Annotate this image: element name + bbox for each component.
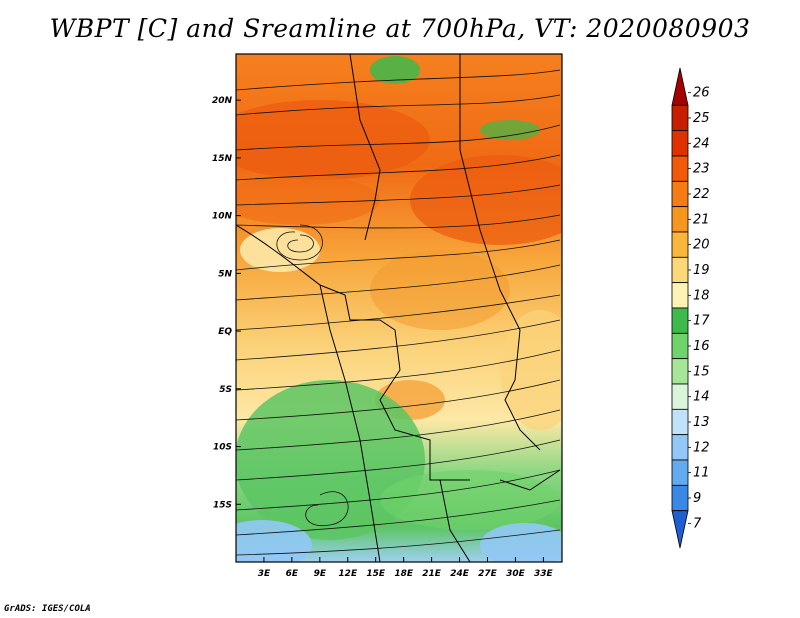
streamline [236,239,561,271]
lon-tick-label: 15E [366,569,386,579]
credit-label: GrADS: IGES/COLA [4,604,91,614]
colorbar: 26 25 24 23 22 21 20 19 18 17 16 15 14 13 12 11 9 7 [671,67,710,549]
latitude-axis: 20N 15N 10N 5N EQ 5S 10S 15S [212,96,241,510]
lon-tick-label: 12E [338,569,358,579]
colorbar-swatch [671,332,689,360]
streamline [236,379,561,421]
colorbar-cap-bottom [671,510,689,549]
colorbar-label: 20 [693,238,710,253]
lat-tick-label: 15S [213,500,232,510]
colorbar-swatch [671,256,689,284]
lon-tick-label: 33E [534,569,554,579]
streamline [236,184,561,206]
colorbar-label: 9 [693,491,701,506]
colorbar-label: 18 [693,288,710,303]
colorbar-label: 14 [693,390,710,405]
colorbar-label: 17 [693,314,710,329]
streamline [236,409,561,451]
colorbar-swatch [671,358,689,385]
lat-tick-label: 15N [212,154,233,164]
border [459,54,521,331]
lon-tick-label: 6E [286,569,299,579]
lat-tick-label: 20N [212,96,233,106]
lon-tick-label: 24E [450,569,470,579]
chart-title: WBPT [C] and Sreamline at 700hPa, VT: 20… [49,14,751,43]
border [504,329,541,451]
colorbar-swatch [671,434,689,461]
colorbar-label: 26 [693,86,710,101]
colorbar-swatch [671,307,689,334]
streamline [236,294,561,331]
colorbar-swatch [671,282,689,309]
lat-tick-label: 5N [218,269,232,279]
lon-tick-label: 30E [506,569,526,579]
colorbar-label: 24 [693,136,710,151]
colorbar-label: 11 [693,466,710,481]
streamline [236,154,561,181]
colorbar-swatch [671,104,689,132]
colorbar-swatch [671,231,689,258]
colorbar-label: 23 [693,162,710,177]
colorbar-label: 15 [693,364,710,379]
streamline [236,349,561,391]
border [349,54,381,241]
streamline [236,529,561,556]
colorbar-swatch [671,206,689,233]
colorbar-label: 13 [693,415,710,430]
colorbar-swatch [671,130,689,157]
streamline [236,469,561,511]
country-borders [236,54,561,562]
streamline [236,264,561,301]
lat-tick-label: 10N [212,212,233,222]
streamline [236,319,561,361]
streamline [305,491,349,527]
colorbar-swatch [671,459,689,486]
colorbar-label: 22 [693,187,710,202]
streamline [236,94,561,116]
colorbar-cap-top [671,67,689,106]
colorbar-swatch [671,408,689,436]
colorbar-label: 16 [693,339,710,354]
streamline [236,69,561,91]
colorbar-label: 21 [693,212,710,227]
lon-tick-label: 18E [394,569,414,579]
streamline [287,234,314,253]
lon-tick-label: 21E [422,569,442,579]
border [439,479,471,562]
border [379,369,470,481]
streamline [236,124,561,151]
coastline [236,224,381,562]
streamline [236,214,561,229]
streamlines [236,69,561,556]
colorbar-swatch [671,155,689,182]
colorbar-swatch [671,180,689,208]
colorbar-label: 19 [693,263,710,278]
streamline [236,439,561,481]
border [499,469,561,491]
colorbar-swatch [671,383,689,410]
lon-tick-label: 27E [478,569,498,579]
colorbar-label: 12 [693,440,710,455]
longitude-axis: 3E 6E 9E 12E 15E 18E 21E 24E 27E 30E 33E [258,557,554,579]
streamline [236,499,561,536]
wbpt-shading [236,54,562,562]
streamline [276,224,323,261]
colorbar-swatch [671,484,689,512]
lon-tick-label: 9E [314,569,327,579]
lat-tick-label: 5S [219,385,232,395]
border [319,284,401,371]
lat-tick-label: 10S [213,443,232,453]
lat-tick-label: EQ [218,327,232,337]
lon-tick-label: 3E [258,569,271,579]
colorbar-label: 25 [693,111,710,126]
colorbar-label: 7 [693,516,702,531]
map-frame [235,53,563,563]
